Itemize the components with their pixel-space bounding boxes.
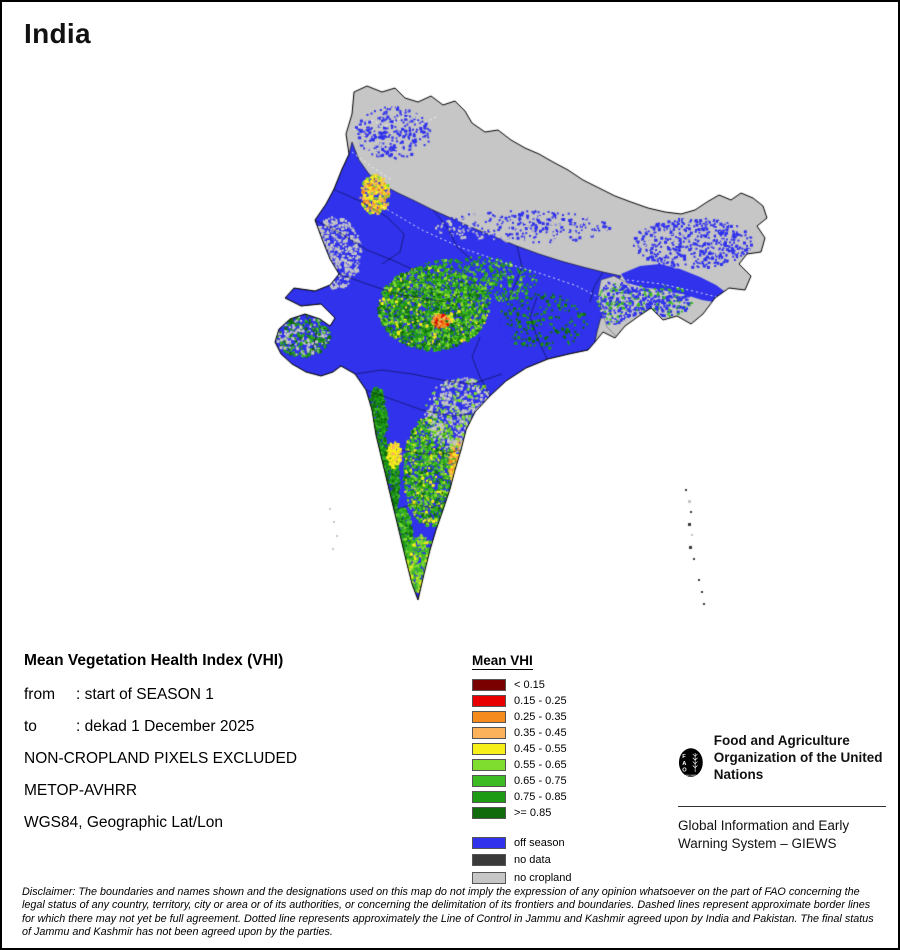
fao-logo-letter-f: F xyxy=(682,754,686,760)
wheat-ear-icon xyxy=(692,752,698,773)
legend-items: < 0.15 0.15 - 0.25 0.25 - 0.35 0.35 - 0.… xyxy=(472,677,572,821)
legend-swatch xyxy=(472,836,506,849)
vhi-legend: Mean VHI < 0.15 0.15 - 0.25 0.25 - 0.35 … xyxy=(472,652,572,887)
legend-label: < 0.15 xyxy=(514,679,545,691)
info-line-from: from : start of SEASON 1 xyxy=(24,686,297,704)
legend-label: 0.65 - 0.75 xyxy=(514,775,567,787)
legend-row: off season xyxy=(472,834,572,852)
legend-row: 0.75 - 0.85 xyxy=(472,789,572,805)
legend-swatch xyxy=(472,727,506,739)
legend-title: Mean VHI xyxy=(472,653,533,670)
info-note-sensor: METOP-AVHRR xyxy=(24,782,138,799)
info-from-label: from xyxy=(24,686,55,703)
info-to-value: : dekad 1 December 2025 xyxy=(76,718,255,735)
legend-extra-items: off season no data no cropland xyxy=(472,834,572,887)
fao-identity: F A O FIAT PANIS Food and Agriculture Or… xyxy=(678,730,886,796)
legend-swatch xyxy=(472,711,506,723)
legend-row: 0.55 - 0.65 xyxy=(472,757,572,773)
info-from-value: : start of SEASON 1 xyxy=(76,686,214,703)
legend-label: 0.55 - 0.65 xyxy=(514,759,567,771)
legend-label: no data xyxy=(514,854,551,867)
fao-logo-letter-a: A xyxy=(682,761,686,767)
info-line-to: to : dekad 1 December 2025 xyxy=(24,718,297,736)
legend-label: no cropland xyxy=(514,871,572,884)
map-info-block: Mean Vegetation Health Index (VHI) from:… xyxy=(24,652,297,846)
legend-swatch xyxy=(472,791,506,803)
fao-logo-letter-o: O xyxy=(682,768,687,774)
org-divider xyxy=(678,806,886,807)
info-heading: Mean Vegetation Health Index (VHI) xyxy=(24,652,284,669)
legend-row: < 0.15 xyxy=(472,677,572,693)
legend-swatch xyxy=(472,854,506,867)
legend-swatch xyxy=(472,743,506,755)
fao-block: F A O FIAT PANIS Food and Agriculture Or… xyxy=(678,730,886,852)
disclaimer-text: Disclaimer: The boundaries and names sho… xyxy=(22,886,874,939)
legend-label: 0.75 - 0.85 xyxy=(514,791,567,803)
legend-row: 0.65 - 0.75 xyxy=(472,773,572,789)
legend-swatch xyxy=(472,695,506,707)
legend-swatch xyxy=(472,759,506,771)
legend-label: 0.15 - 0.25 xyxy=(514,695,567,707)
fao-logo-emblem xyxy=(678,748,703,777)
fao-logo: F A O FIAT PANIS xyxy=(678,748,703,777)
legend-row: 0.25 - 0.35 xyxy=(472,709,572,725)
legend-label: off season xyxy=(514,836,565,849)
legend-row: 0.15 - 0.25 xyxy=(472,693,572,709)
legend-label: 0.45 - 0.55 xyxy=(514,743,567,755)
legend-swatch xyxy=(472,807,506,819)
fao-name: Food and Agriculture Organization of the… xyxy=(713,733,883,782)
legend-row: >= 0.85 xyxy=(472,805,572,821)
legend-swatch xyxy=(472,775,506,787)
giews-name: Global Information and Early Warning Sys… xyxy=(678,818,850,851)
fao-logo-motto: FIAT PANIS xyxy=(685,774,697,777)
info-note-noncropland: NON-CROPLAND PIXELS EXCLUDED xyxy=(24,750,298,767)
legend-label: 0.35 - 0.45 xyxy=(514,727,567,739)
legend-row: no cropland xyxy=(472,869,572,887)
legend-swatch xyxy=(472,679,506,691)
info-to-label: to xyxy=(24,718,37,735)
info-note-projection: WGS84, Geographic Lat/Lon xyxy=(24,814,224,831)
page-title: India xyxy=(24,18,91,49)
legend-row: 0.45 - 0.55 xyxy=(472,741,572,757)
legend-label: 0.25 - 0.35 xyxy=(514,711,567,723)
legend-label: >= 0.85 xyxy=(514,807,552,819)
legend-row: 0.35 - 0.45 xyxy=(472,725,572,741)
legend-swatch xyxy=(472,871,506,884)
legend-row: no data xyxy=(472,852,572,870)
india-vhi-map xyxy=(2,2,898,650)
